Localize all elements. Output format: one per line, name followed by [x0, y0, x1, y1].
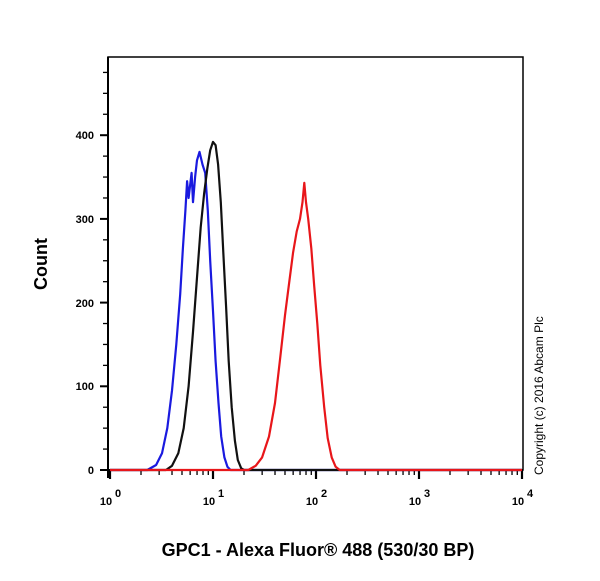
x-tick-exponent: 2: [321, 488, 327, 500]
copyright-notice: Copyright (c) 2016 Abcam Plc: [532, 316, 546, 475]
x-tick-exponent: 1: [218, 488, 224, 500]
x-tick-label: 10: [203, 496, 215, 508]
y-tick-label-0: 0: [88, 465, 94, 477]
x-tick-exponent: 3: [424, 488, 430, 500]
y-tick-label-400: 400: [76, 130, 94, 142]
x-axis-ticks: [108, 470, 524, 479]
y-axis-ticks: [100, 71, 108, 471]
x-tick-label: 10: [100, 496, 112, 508]
red-gpc1-stained-curve: [110, 181, 522, 472]
x-axis-title: GPC1 - Alexa Fluor® 488 (530/30 BP): [162, 540, 475, 560]
x-tick-exponent: 4: [527, 488, 534, 500]
blue-isotype-control-curve: [110, 150, 522, 472]
histogram-curves: [110, 140, 522, 472]
y-tick-label-100: 100: [76, 381, 94, 393]
y-tick-label-200: 200: [76, 298, 94, 310]
y-tick-label-300: 300: [76, 214, 94, 226]
x-tick-exponent: 0: [115, 488, 121, 500]
x-tick-label: 10: [306, 496, 318, 508]
x-tick-label: 10: [512, 496, 524, 508]
black-unlabelled-control-curve: [110, 140, 522, 472]
y-axis-title: Count: [31, 238, 51, 290]
x-tick-label: 10: [409, 496, 421, 508]
